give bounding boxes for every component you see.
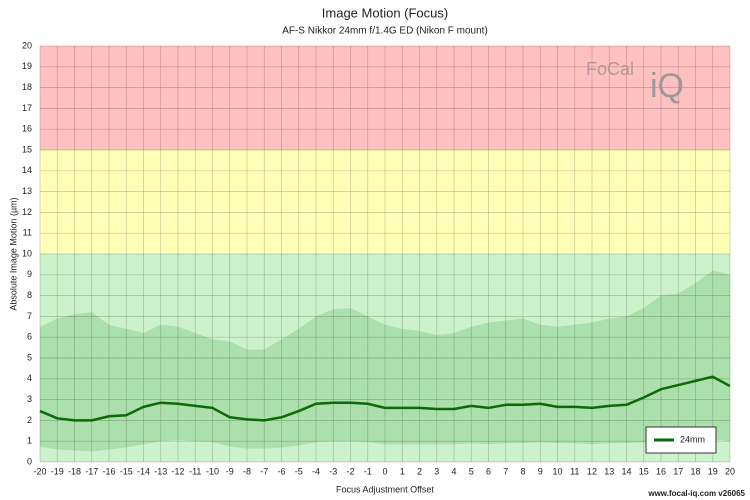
x-tick-label: -10 [206,466,219,476]
chart-title: Image Motion (Focus) [322,5,448,20]
x-tick-label: -20 [33,466,46,476]
x-tick-label: -8 [243,466,251,476]
y-tick-label: 3 [27,394,32,404]
x-axis-label: Focus Adjustment Offset [336,484,434,494]
x-tick-label: -18 [68,466,81,476]
footer: www.focal-iq.com v26065 [647,489,745,498]
y-tick-label: 8 [27,290,32,300]
y-tick-label: 10 [22,248,32,258]
y-tick-label: 11 [23,228,32,238]
x-tick-label: 12 [587,466,597,476]
logo-text: FoCal [586,59,634,79]
y-tick-label: 12 [22,207,32,217]
y-axis-label: Absolute Image Motion (µm) [8,197,18,310]
x-tick-label: 0 [382,466,387,476]
x-tick-label: -17 [85,466,98,476]
y-tick-label: 6 [27,332,32,342]
x-tick-label: -9 [226,466,234,476]
y-tick-label: 17 [22,103,32,113]
x-tick-label: -11 [189,466,201,476]
y-tick-label: 19 [22,61,32,71]
x-tick-label: -19 [51,466,64,476]
y-tick-label: 2 [27,415,32,425]
x-tick-label: -13 [154,466,167,476]
x-tick-label: 8 [520,466,525,476]
y-tick-label: 15 [22,144,32,154]
x-tick-label: 16 [656,466,666,476]
x-tick-label: 11 [570,466,579,476]
x-tick-label: 7 [503,466,508,476]
y-tick-label: 20 [22,40,32,50]
x-tick-label: 18 [690,466,700,476]
x-tick-label: -15 [120,466,133,476]
series-line [39,375,731,422]
x-tick-label: -12 [171,466,184,476]
x-tick-label: 15 [639,466,649,476]
zone [40,150,730,254]
y-tick-label: 4 [27,373,32,383]
x-tick-label: 19 [708,466,718,476]
x-tick-label: -16 [102,466,115,476]
x-tick-label: 1 [400,466,405,476]
x-tick-label: 5 [469,466,474,476]
legend-label: 24mm [680,434,705,444]
x-tick-label: 17 [673,466,683,476]
zone [40,46,730,150]
y-tick-label: 1 [27,436,32,446]
x-tick-label: -3 [329,466,337,476]
x-tick-label: -1 [364,466,372,476]
y-tick-label: 7 [27,311,32,321]
x-tick-label: 13 [604,466,614,476]
x-tick-label: 10 [552,466,562,476]
x-tick-label: 20 [725,466,735,476]
y-tick-label: 18 [22,82,32,92]
y-tick-label: 9 [27,269,32,279]
x-tick-label: 14 [621,466,631,476]
x-tick-label: -4 [312,466,320,476]
x-tick-label: -5 [295,466,303,476]
logo-text: iQ [650,67,684,105]
x-tick-label: -2 [346,466,354,476]
y-tick-label: 14 [22,165,32,175]
y-tick-label: 13 [22,186,32,196]
x-tick-label: -6 [277,466,285,476]
x-tick-label: 3 [434,466,439,476]
x-tick-label: 2 [417,466,422,476]
y-tick-label: 16 [22,124,32,134]
x-tick-label: -7 [260,466,268,476]
x-tick-label: 4 [451,466,456,476]
x-tick-label: -14 [137,466,150,476]
x-tick-label: 9 [538,466,543,476]
y-tick-label: 5 [27,352,32,362]
x-tick-label: 6 [486,466,491,476]
y-tick-label: 0 [27,456,32,466]
chart-subtitle: AF-S Nikkor 24mm f/1.4G ED (Nikon F moun… [282,26,488,37]
